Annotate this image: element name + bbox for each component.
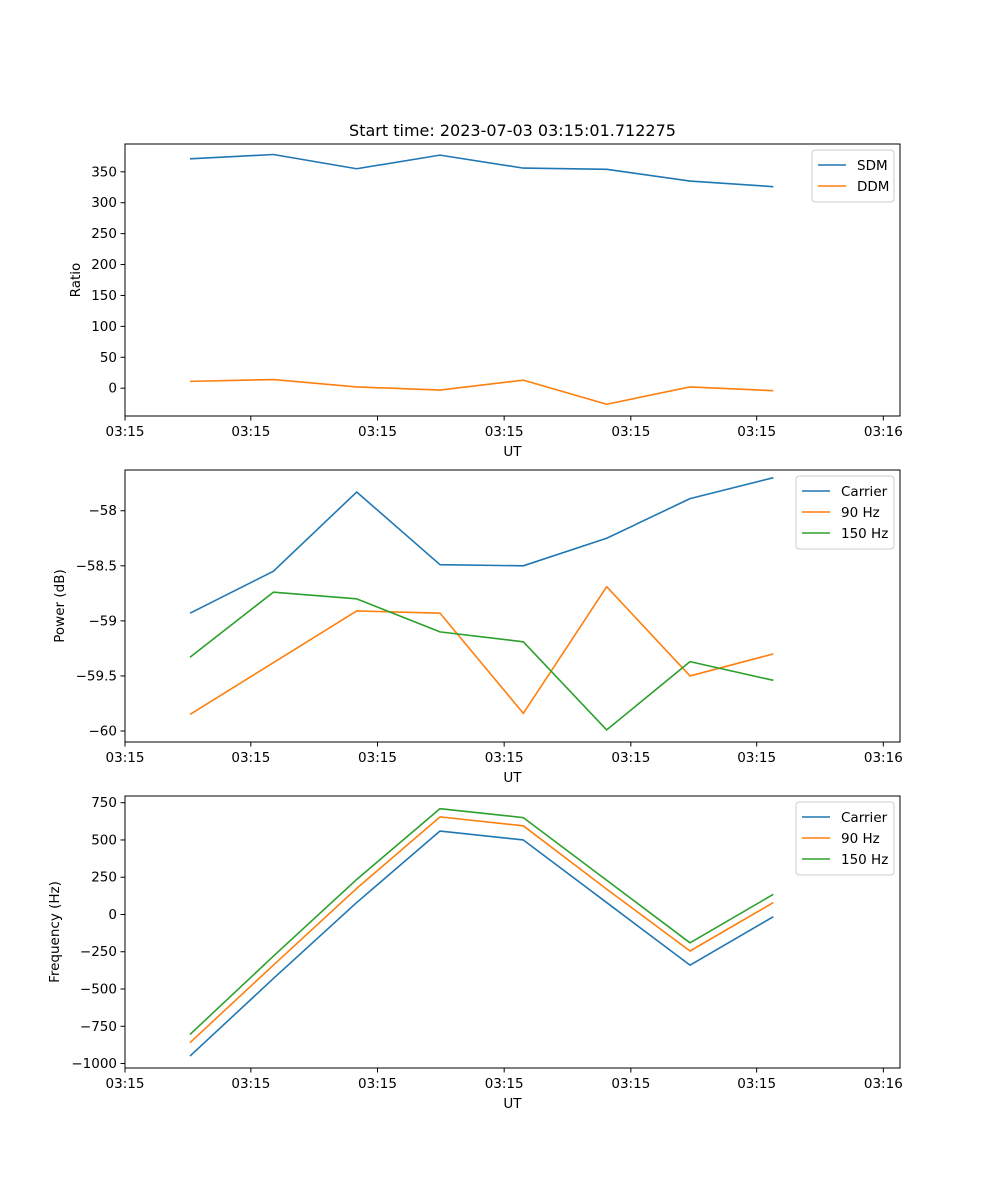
legend-box: [795, 475, 895, 550]
chart-3: −1000 −750 −500 −250 0 250 500 750 03:15 03:15 03:…: [47, 795, 903, 1112]
series-line-150-hz: [189, 591, 774, 731]
legend-box: [811, 149, 895, 203]
series-line-90-hz: [189, 585, 774, 716]
legend-box: [795, 801, 895, 876]
legend-entry: SDM: [857, 158, 888, 174]
legend-entry: 150 Hz: [841, 526, 888, 542]
x-axis-label: UT: [503, 770, 522, 786]
x-tick-label: 03:15: [737, 750, 776, 766]
y-axis-label: Ratio: [68, 263, 84, 298]
y-tick-label: −59: [89, 613, 118, 629]
x-tick-label: 03:16: [864, 750, 903, 766]
y-tick-label: 500: [91, 832, 117, 848]
y-tick-label: 0: [108, 907, 117, 923]
legend-entry: 90 Hz: [841, 831, 880, 847]
y-tick-label: 750: [91, 795, 117, 811]
x-tick-label: 03:15: [358, 1076, 397, 1092]
x-tick-label: 03:15: [737, 1076, 776, 1092]
y-tick-label: 100: [91, 319, 117, 335]
x-axis-label: UT: [503, 444, 522, 460]
legend-entry: 150 Hz: [841, 852, 888, 868]
y-tick-label: −59.5: [76, 668, 117, 684]
legend: SDM DDM: [811, 149, 895, 203]
x-tick-label: 03:16: [864, 1076, 903, 1092]
y-tick-label: 250: [91, 226, 117, 242]
axes-frame: [124, 795, 901, 1069]
y-tick-label: 250: [91, 870, 117, 886]
x-tick-label: 03:15: [611, 1076, 650, 1092]
legend-entry: DDM: [857, 179, 889, 195]
x-tick-label: 03:15: [106, 1076, 145, 1092]
y-tick-label: −58: [89, 503, 118, 519]
axes-frame: [124, 143, 901, 417]
y-tick-label: 0: [108, 381, 117, 397]
x-tick-label: 03:15: [485, 750, 524, 766]
legend-entry: 90 Hz: [841, 505, 880, 521]
y-tick-label: −500: [80, 982, 117, 998]
legend: Carrier 90 Hz 150 Hz: [795, 475, 895, 550]
series-line-ddm: [189, 378, 774, 406]
y-tick-label: 50: [100, 350, 117, 366]
y-tick-label: −60: [89, 723, 118, 739]
y-tick-label: 150: [91, 288, 117, 304]
legend: Carrier 90 Hz 150 Hz: [795, 801, 895, 876]
x-tick-label: 03:15: [611, 750, 650, 766]
y-tick-label: −1000: [71, 1056, 117, 1072]
axes-frame: [124, 469, 901, 743]
x-axis-label: UT: [503, 1096, 522, 1112]
x-tick-label: 03:15: [485, 424, 524, 440]
y-tick-label: −250: [80, 944, 117, 960]
x-tick-label: 03:15: [611, 424, 650, 440]
x-tick-label: 03:15: [106, 750, 145, 766]
x-tick-label: 03:15: [231, 1076, 270, 1092]
y-tick-label: 350: [91, 164, 117, 180]
x-tick-label: 03:15: [106, 424, 145, 440]
x-tick-label: 03:15: [358, 424, 397, 440]
series-line-sdm: [189, 153, 774, 188]
x-tick-label: 03:15: [231, 424, 270, 440]
chart-2: −60 −59.5 −59 −58.5 −58 03:15 03:15 03:15 03:15 0…: [52, 469, 903, 786]
y-tick-label: −750: [80, 1019, 117, 1035]
x-tick-label: 03:15: [231, 750, 270, 766]
x-tick-label: 03:15: [737, 424, 776, 440]
series-line-carrier: [189, 476, 774, 614]
series-line-90-hz: [189, 816, 774, 1044]
x-tick-label: 03:15: [358, 750, 397, 766]
legend-entry: Carrier: [841, 810, 888, 826]
x-tick-label: 03:15: [485, 1076, 524, 1092]
series-line-carrier: [189, 830, 774, 1057]
legend-entry: Carrier: [841, 484, 888, 500]
chart-title: Start time: 2023-07-03 03:15:01.712275: [349, 121, 676, 140]
y-tick-label: 300: [91, 195, 117, 211]
series-line-150-hz: [189, 807, 774, 1036]
y-tick-label: −58.5: [76, 558, 117, 574]
y-axis-label: Power (dB): [52, 569, 68, 642]
chart-1: 0 50 100 150 200 250 300 350 03:15 03:15 03:15 03:1…: [68, 121, 903, 460]
x-tick-label: 03:16: [864, 424, 903, 440]
y-axis-label: Frequency (Hz): [47, 881, 63, 983]
y-tick-label: 200: [91, 257, 117, 273]
